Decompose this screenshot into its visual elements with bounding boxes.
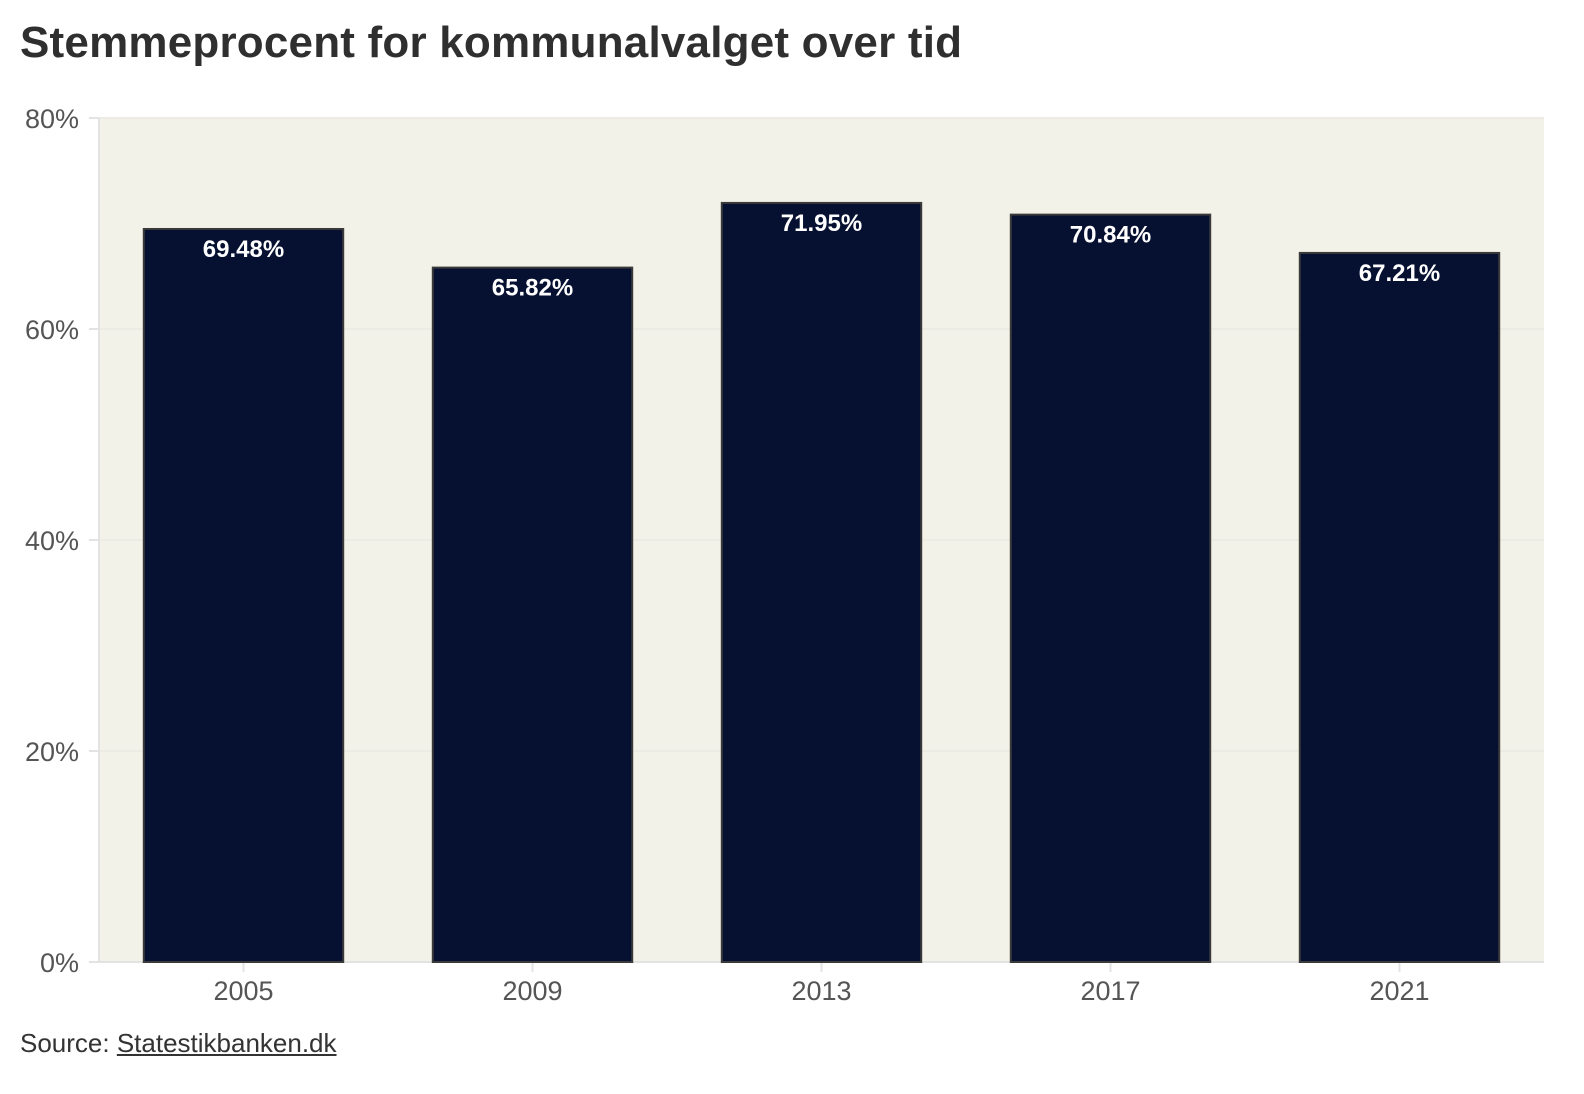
x-tick-label: 2013 — [791, 976, 851, 1006]
source-prefix: Source: — [20, 1028, 117, 1058]
x-tick-label: 2021 — [1369, 976, 1429, 1006]
x-tick-label: 2009 — [502, 976, 562, 1006]
y-tick-label: 60% — [25, 315, 79, 345]
data-label-2017: 70.84% — [1070, 222, 1151, 249]
chart-title: Stemmeprocent for kommunalvalget over ti… — [20, 18, 963, 67]
bar-2017 — [1009, 213, 1212, 963]
bar-chart: 0% 20% 40% 60% 80% 2005 2009 2013 2017 2021 69.4… — [25, 104, 1544, 1006]
data-label-2013: 71.95% — [781, 210, 862, 237]
y-tick-label: 80% — [25, 104, 79, 134]
data-label-2021: 67.21% — [1359, 260, 1440, 287]
bar-2013 — [720, 201, 923, 964]
x-tick-label: 2017 — [1080, 976, 1140, 1006]
bar-2005 — [142, 227, 345, 963]
y-axis: 0% 20% 40% 60% 80% — [25, 104, 100, 978]
data-labels: 69.48% 65.82% 71.95% 70.84% 67.21% — [203, 210, 1440, 302]
x-axis: 2005 2009 2013 2017 2021 — [99, 961, 1544, 1006]
data-label-2009: 65.82% — [492, 275, 573, 302]
source-note: Source: Statestikbanken.dk — [20, 1028, 337, 1059]
y-tick-label: 20% — [25, 737, 79, 767]
bar-2021 — [1298, 251, 1501, 963]
bar-2009 — [431, 266, 634, 963]
bars — [142, 201, 1501, 964]
y-tick-label: 40% — [25, 526, 79, 556]
y-tick-label: 0% — [40, 948, 79, 978]
source-link[interactable]: Statestikbanken.dk — [116, 1028, 337, 1058]
data-label-2005: 69.48% — [203, 236, 284, 263]
x-tick-label: 2005 — [213, 976, 273, 1006]
